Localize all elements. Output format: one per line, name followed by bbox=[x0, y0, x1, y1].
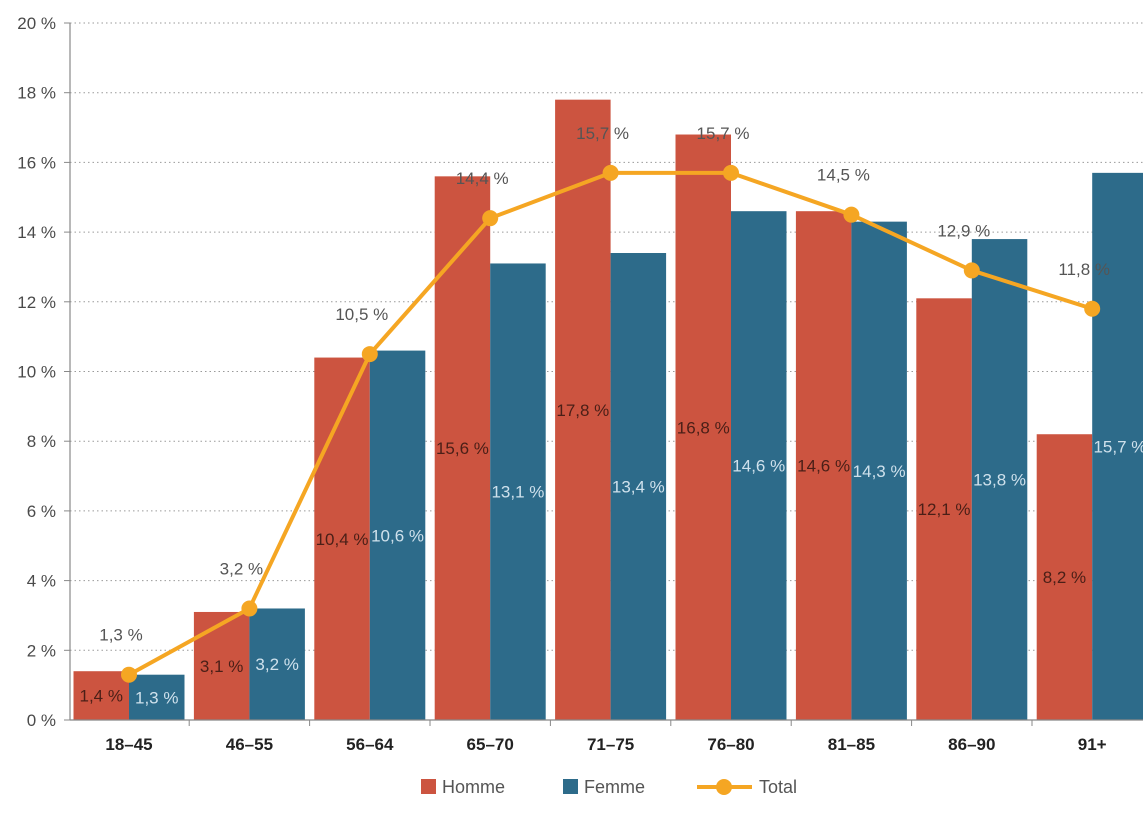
bars bbox=[73, 99, 1143, 721]
bar-homme bbox=[193, 611, 250, 720]
y-tick-label: 18 % bbox=[17, 84, 56, 103]
bar-femme bbox=[129, 674, 185, 720]
x-category-label: 91+ bbox=[1078, 735, 1107, 754]
label-total: 14,5 % bbox=[817, 166, 870, 185]
label-femme: 13,4 % bbox=[612, 478, 665, 497]
legend-swatch-femme bbox=[563, 779, 578, 794]
y-axis-ticks: 0 % 2 % 4 % 6 % 8 % 10 % 12 % 14 % 16 % 18 % 20 % bbox=[17, 14, 56, 730]
label-femme: 15,7 % bbox=[1093, 437, 1143, 456]
bar-homme bbox=[73, 671, 129, 720]
bar-homme bbox=[314, 357, 370, 720]
axes bbox=[64, 22, 1143, 726]
total-point bbox=[1084, 300, 1101, 317]
bar-femme bbox=[1092, 172, 1143, 721]
label-total: 15,7 % bbox=[697, 124, 750, 143]
x-category-label: 86–90 bbox=[948, 735, 995, 754]
label-femme: 13,8 % bbox=[973, 471, 1026, 490]
label-total: 15,7 % bbox=[576, 124, 629, 143]
label-homme: 15,6 % bbox=[436, 439, 489, 458]
x-category-label: 46–55 bbox=[226, 735, 273, 754]
label-femme: 14,6 % bbox=[732, 457, 785, 476]
bar-femme bbox=[971, 239, 1028, 720]
x-category-label: 18–45 bbox=[105, 735, 152, 754]
x-category-label: 76–80 bbox=[707, 735, 754, 754]
bar-homme bbox=[675, 134, 731, 720]
bar-femme bbox=[610, 253, 667, 720]
bar-femme bbox=[490, 263, 546, 720]
bar-femme bbox=[249, 608, 305, 720]
total-point bbox=[482, 210, 499, 227]
x-category-label: 71–75 bbox=[587, 735, 634, 754]
x-category-label: 65–70 bbox=[467, 735, 514, 754]
legend-label-homme: Homme bbox=[442, 777, 505, 797]
label-femme: 10,6 % bbox=[371, 526, 424, 545]
label-femme: 13,1 % bbox=[491, 483, 544, 502]
label-homme: 14,6 % bbox=[797, 457, 850, 476]
x-category-label: 56–64 bbox=[346, 735, 394, 754]
y-tick-label: 12 % bbox=[17, 293, 56, 312]
label-femme: 3,2 % bbox=[255, 655, 298, 674]
legend: Homme Femme Total bbox=[421, 777, 797, 797]
y-tick-label: 16 % bbox=[17, 153, 56, 172]
total-point bbox=[723, 164, 739, 181]
total-point bbox=[602, 164, 619, 181]
label-homme: 17,8 % bbox=[556, 401, 609, 420]
y-tick-label: 6 % bbox=[27, 502, 56, 521]
label-total: 12,9 % bbox=[937, 221, 990, 240]
label-femme: 1,3 % bbox=[135, 688, 178, 707]
total-line bbox=[121, 164, 1101, 683]
label-total: 11,8 % bbox=[1058, 260, 1110, 279]
y-tick-label: 8 % bbox=[27, 432, 56, 451]
x-category-label: 81–85 bbox=[828, 735, 875, 754]
label-femme: 14,3 % bbox=[853, 462, 906, 481]
y-tick-label: 10 % bbox=[17, 363, 56, 382]
bar-homme bbox=[555, 99, 611, 721]
legend-marker-total bbox=[716, 779, 732, 795]
label-total: 3,2 % bbox=[220, 559, 263, 578]
bar-homme bbox=[916, 298, 972, 720]
legend-swatch-homme bbox=[421, 779, 436, 794]
bar-homme bbox=[1036, 434, 1093, 720]
y-tick-label: 2 % bbox=[27, 641, 56, 660]
bar-femme bbox=[369, 350, 426, 720]
label-total: 1,3 % bbox=[99, 626, 142, 645]
label-homme: 16,8 % bbox=[677, 418, 730, 437]
total-point bbox=[361, 346, 378, 363]
label-homme: 10,4 % bbox=[316, 530, 369, 549]
bar-homme bbox=[795, 211, 852, 720]
legend-label-femme: Femme bbox=[584, 777, 645, 797]
total-point bbox=[121, 666, 137, 683]
bar-femme bbox=[731, 211, 787, 720]
label-homme: 12,1 % bbox=[918, 500, 971, 519]
y-tick-label: 14 % bbox=[17, 223, 56, 242]
label-total: 10,5 % bbox=[335, 305, 388, 324]
y-tick-label: 20 % bbox=[17, 14, 56, 33]
bar-femme bbox=[851, 221, 907, 720]
label-homme: 1,4 % bbox=[80, 687, 123, 706]
legend-label-total: Total bbox=[759, 777, 797, 797]
data-labels: 1,4 % 1,3 % 3,1 % 3,2 % 10,4 % 10,6 % 15,6 % 13… bbox=[80, 124, 1143, 707]
bar-homme bbox=[434, 176, 491, 721]
x-axis-categories: 18–45 46–55 56–64 65–70 71–75 76–80 81–85 86–90… bbox=[105, 735, 1106, 754]
label-total: 14,4 % bbox=[456, 169, 509, 188]
total-point bbox=[963, 262, 980, 279]
label-homme: 3,1 % bbox=[200, 657, 243, 676]
y-tick-label: 4 % bbox=[27, 572, 56, 591]
total-point bbox=[843, 206, 860, 223]
label-homme: 8,2 % bbox=[1043, 568, 1086, 587]
y-tick-label: 0 % bbox=[27, 711, 56, 730]
total-point bbox=[241, 600, 258, 617]
